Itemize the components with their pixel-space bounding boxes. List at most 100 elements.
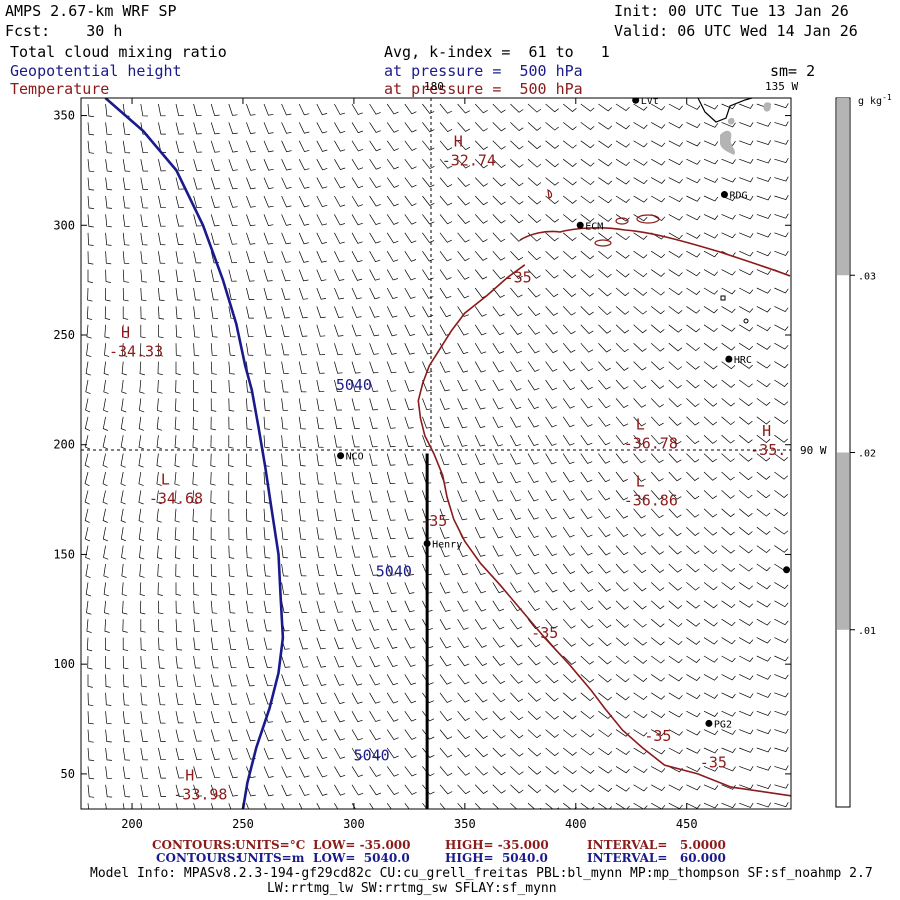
station-dot	[725, 355, 733, 363]
field-geopotential-level: at pressure = 500 hPa	[384, 62, 583, 80]
extremum-value: -35.	[750, 441, 786, 459]
cloud-patch	[727, 117, 735, 125]
temperature-contour-small	[547, 188, 553, 199]
temperature-contour	[417, 264, 791, 797]
station-dot	[423, 539, 431, 547]
station-label: ECM	[585, 221, 603, 232]
temp-contours-label: CONTOURS:	[152, 838, 236, 852]
model-title: AMPS 2.67-km WRF SP	[5, 2, 177, 20]
extremum-value: -32.74	[442, 151, 496, 169]
temperature-contour-small	[636, 214, 660, 224]
init-time: Init: 00 UTC Tue 13 Jan 26	[614, 2, 849, 20]
colorbar-band	[837, 98, 849, 276]
model-info: Model Info: MPASv8.2.3-194-gf29cd82c CU:…	[90, 866, 873, 881]
y-tick-label: 150	[53, 547, 75, 561]
height-contours-low: LOW= 5040.0	[313, 851, 410, 865]
station-label: RDG	[729, 191, 747, 202]
height-contours-label: CONTOURS:	[156, 851, 240, 865]
x-tick-label: 200	[121, 817, 143, 831]
height-contour-label: 5040	[376, 562, 412, 580]
x-tick-label: 350	[454, 817, 476, 831]
wind-barb-field	[84, 103, 789, 809]
station-dot	[632, 98, 640, 104]
colorbar-tick-label: .03	[858, 271, 876, 282]
colorbar-unit: g kg-1	[858, 93, 892, 107]
station-label: NCO	[346, 452, 364, 463]
y-tick-label: 50	[61, 767, 75, 781]
height-contour-label: 5040	[336, 376, 372, 394]
station-dot	[705, 719, 713, 727]
colorbar-band	[837, 452, 849, 630]
colorbar: .03 .02 .01 g kg-1	[835, 93, 892, 808]
temp-contours-units: UNITS=°C	[235, 838, 306, 852]
extremum-value: -33.98	[173, 786, 227, 804]
temp-contours-low: LOW= -35.000	[313, 838, 411, 852]
height-contour	[104, 98, 285, 809]
station-dot	[337, 452, 345, 460]
extremum-type: L	[161, 470, 170, 488]
station-dot	[576, 221, 584, 229]
forecast-hour: Fcst: 30 h	[5, 22, 123, 40]
meridian-label-135w: 135 W	[765, 80, 798, 93]
cloud-patch	[763, 102, 771, 112]
extremum-type: H	[185, 767, 194, 785]
axes: 200 250 300 350 400 450 350 300 250 200 150 100 50	[53, 98, 791, 831]
extremum-type: H	[121, 323, 130, 341]
extremum-value: -36.78	[624, 435, 678, 453]
temperature-contour-small	[594, 239, 612, 247]
station-label: Henry	[432, 539, 462, 550]
station-label: PG2	[714, 719, 732, 730]
y-tick-label: 100	[53, 657, 75, 671]
extremum-value: -34.33	[109, 342, 163, 360]
height-contours-units: UNITS=m	[237, 851, 305, 865]
temp-contours-interval: INTERVAL= 5.0000	[587, 838, 726, 852]
field-cloud-avg: Avg, k-index = 61 to 1	[384, 43, 610, 61]
height-contour-label: 5040	[354, 747, 390, 765]
x-tick-label: 250	[232, 817, 254, 831]
temp-contour-label: -35	[420, 512, 447, 530]
temperature-contour-branch	[519, 227, 791, 277]
station-dot	[783, 566, 791, 574]
extremum-value: -34.68	[149, 489, 203, 507]
meridian-label-180: 180	[424, 80, 444, 93]
x-tick-label: 400	[565, 817, 587, 831]
station-dot	[720, 191, 728, 199]
extremum-value: -36.86	[624, 492, 678, 510]
height-contours-high: HIGH= 5040.0	[445, 851, 548, 865]
y-tick-label: 250	[53, 328, 75, 342]
station-label: LVt	[641, 96, 659, 107]
field-cloud-mixing: Total cloud mixing ratio	[10, 43, 227, 61]
extremum-type: L	[636, 473, 645, 491]
cloud-patch	[720, 130, 736, 155]
field-geopotential: Geopotential height	[10, 62, 182, 80]
temp-contour-label: -35	[644, 727, 671, 745]
model-info-line2: LW:rrtmg_lw SW:rrtmg_sw SFLAY:sf_mynn	[267, 881, 557, 896]
valid-time: Valid: 06 UTC Wed 14 Jan 26	[614, 22, 858, 40]
temp-contour-label: -35	[531, 624, 558, 642]
colorbar-tick-label: .01	[858, 626, 876, 637]
small-marker	[720, 295, 726, 301]
y-tick-label: 200	[53, 438, 75, 452]
colorbar-tick-label: .02	[858, 449, 876, 460]
plot-frame	[80, 97, 792, 810]
height-contours-interval: INTERVAL= 60.000	[587, 851, 726, 865]
temp-contour-label: -35	[505, 268, 532, 286]
x-tick-label: 300	[343, 817, 365, 831]
meridian-label-90w: 90 W	[800, 444, 827, 457]
small-marker	[743, 318, 749, 324]
extremum-type: H	[454, 132, 463, 150]
field-temperature: Temperature	[10, 80, 110, 98]
extremum-type: H	[762, 422, 771, 440]
wind-barbs	[84, 103, 789, 809]
temp-contour-label: -35	[700, 753, 727, 771]
field-temperature-level: at pressure = 500 hPa	[384, 80, 583, 98]
x-tick-label: 450	[676, 817, 698, 831]
y-tick-label: 350	[53, 109, 75, 123]
y-tick-label: 300	[53, 218, 75, 232]
coastline	[697, 98, 753, 123]
station-label: HRC	[734, 355, 752, 366]
extremum-type: L	[636, 416, 645, 434]
smoothing-label: sm= 2	[770, 62, 816, 80]
temperature-contour-small	[615, 217, 629, 225]
